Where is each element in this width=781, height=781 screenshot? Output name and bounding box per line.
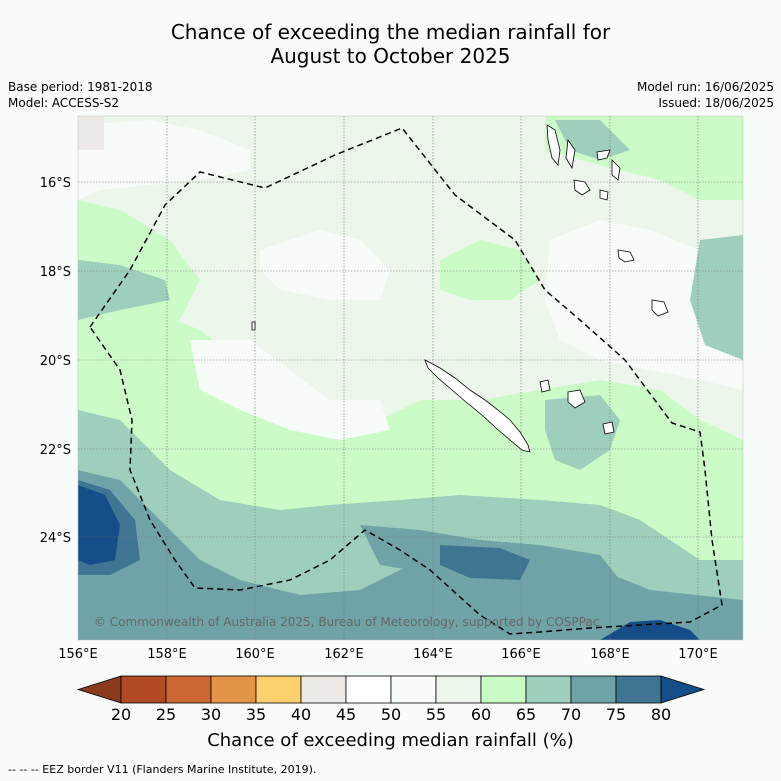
colorbar-extend-low — [76, 675, 122, 704]
vanuatu-island-5 — [573, 179, 591, 196]
vanuatu-island-6 — [599, 189, 609, 201]
zone-60-65-center — [440, 240, 540, 300]
lon-label: 158°E — [147, 647, 187, 662]
colorbar-tick-label: 35 — [246, 705, 266, 724]
colorbar-tick-label: 20 — [111, 705, 131, 724]
zone-65-70-east — [690, 235, 743, 360]
colorbar-segment — [615, 675, 662, 704]
colorbar-segment — [435, 675, 482, 704]
vanuatu-island-4 — [611, 159, 621, 181]
zone-65-70-west — [78, 260, 170, 320]
colorbar-segment — [300, 675, 347, 704]
colorbar-tick-label: 65 — [516, 705, 536, 724]
loyalty-island-3 — [602, 421, 615, 435]
colorbar-segment — [480, 675, 527, 704]
map-area: © Commonwealth of Australia 2025, Bureau… — [78, 116, 743, 640]
lon-label: 168°E — [590, 647, 630, 662]
vanuatu-island-8 — [651, 299, 669, 317]
base-period: Base period: 1981-2018 — [8, 80, 153, 94]
zone-50-55-mid — [190, 340, 390, 440]
loyalty-island-2 — [567, 389, 586, 409]
zone-80-plus-southeast — [600, 620, 700, 640]
longitude-labels: 156°E 158°E 160°E 162°E 164°E 166°E 168°E 170°E — [58, 647, 718, 662]
colorbar-label: Chance of exceeding median rainfall (%) — [207, 730, 574, 751]
copyright-notice: © Commonwealth of Australia 2025, Bureau… — [94, 615, 599, 629]
lat-label: 18°S — [40, 265, 71, 280]
lon-label: 156°E — [58, 647, 98, 662]
colorbar-tick-label: 80 — [651, 705, 671, 724]
meta-left: Base period: 1981-2018 Model: ACCESS-S2 — [8, 79, 153, 111]
colorbar-segment — [120, 675, 167, 704]
issued-date: Issued: 18/06/2025 — [658, 96, 774, 110]
colorbar-tick-label: 25 — [156, 705, 176, 724]
lon-label: 162°E — [324, 647, 364, 662]
vanuatu-island-1 — [546, 124, 561, 166]
colorbar-tick-label: 30 — [201, 705, 221, 724]
colorbar-segment — [570, 675, 617, 704]
colorbar-ticks: 20 25 30 35 40 45 50 55 60 65 70 75 80 — [111, 705, 671, 724]
colorbar-tick-label: 55 — [426, 705, 446, 724]
latitude-labels: 16°S 18°S 20°S 22°S 24°S — [40, 176, 71, 546]
zone-80-plus-west — [78, 485, 120, 565]
colorbar-segment — [210, 675, 257, 704]
model-name: Model: ACCESS-S2 — [8, 96, 120, 110]
map-frame — [77, 115, 744, 641]
colorbar-segment — [345, 675, 392, 704]
coastlines — [251, 124, 669, 453]
model-run: Model run: 16/06/2025 — [636, 80, 774, 94]
colorbar-segment — [525, 675, 572, 704]
title-line-1: Chance of exceeding the median rainfall … — [170, 20, 611, 44]
colorbar-segment — [165, 675, 212, 704]
lat-label: 24°S — [40, 531, 71, 546]
new-caledonia-island — [424, 359, 531, 453]
colorbar-tick-label: 40 — [291, 705, 311, 724]
vanuatu-island-7 — [617, 249, 635, 263]
meta-right: Model run: 16/06/2025 Issued: 18/06/2025 — [637, 79, 774, 111]
graticule — [78, 116, 743, 640]
zone-65-70-island — [545, 395, 620, 470]
colorbar-tick-label: 75 — [606, 705, 626, 724]
zone-50-55-center — [260, 230, 390, 300]
zone-75-80-south — [440, 545, 530, 580]
colorbar-segment — [390, 675, 437, 704]
lon-label: 170°E — [678, 647, 718, 662]
colorbar-segment — [255, 675, 302, 704]
map-title: Chance of exceeding the median rainfall … — [0, 20, 781, 68]
colorbar — [76, 675, 706, 704]
zone-50-55-north — [78, 120, 250, 200]
colorbar-tick-label: 50 — [381, 705, 401, 724]
colorbar-tick-label: 70 — [561, 705, 581, 724]
vanuatu-island-2 — [565, 138, 576, 170]
zone-45-50-corner — [78, 116, 104, 150]
zone-50-55-east — [545, 220, 743, 390]
vanuatu-island-3 — [596, 149, 611, 161]
loyalty-island-1 — [539, 379, 551, 393]
eez-border — [89, 127, 723, 635]
small-island — [251, 321, 256, 331]
colorbar-tick-label: 60 — [471, 705, 491, 724]
lat-label: 16°S — [40, 176, 71, 191]
lat-label: 22°S — [40, 443, 71, 458]
lat-label: 20°S — [40, 354, 71, 369]
lon-label: 160°E — [235, 647, 275, 662]
lon-label: 164°E — [413, 647, 453, 662]
colorbar-extend-high — [660, 675, 706, 704]
zone-70-75-southwest — [78, 470, 743, 640]
eez-footnote: -- -- -- EEZ border V11 (Flanders Marine… — [8, 763, 317, 776]
lon-label: 166°E — [501, 647, 541, 662]
colorbar-tick-label: 45 — [336, 705, 356, 724]
title-line-2: August to October 2025 — [270, 44, 511, 68]
